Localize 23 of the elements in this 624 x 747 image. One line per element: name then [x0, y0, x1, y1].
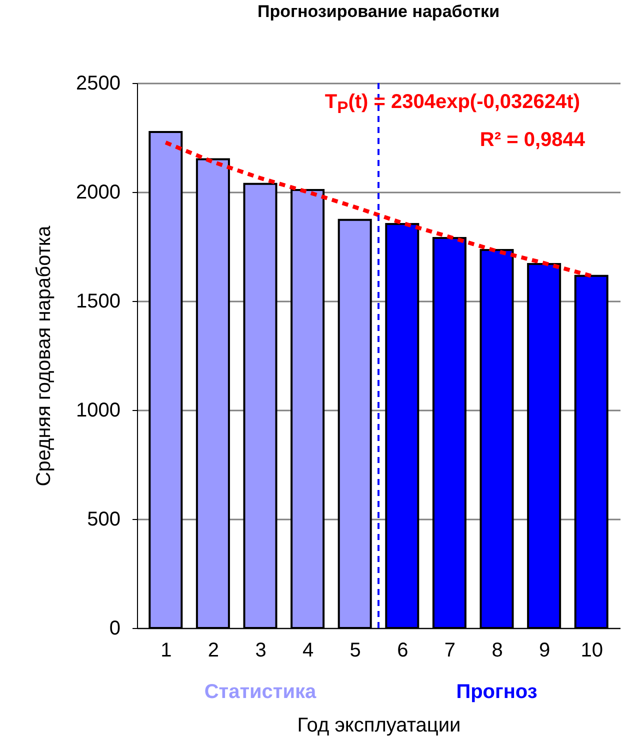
x-tick-label: 6 [397, 640, 408, 662]
y-tick-label: 1000 [76, 400, 120, 422]
y-tick-label: 2000 [76, 182, 120, 204]
annotation: R² = 0,9844 [480, 129, 585, 152]
y-tick-label: 1500 [76, 290, 120, 312]
y-tick-label: 2500 [76, 72, 120, 94]
x-tick-label: 8 [492, 640, 503, 662]
x-tick-label: 7 [444, 640, 456, 662]
x-tick-label: 2 [208, 640, 220, 662]
y-tick-label: 0 [109, 618, 120, 640]
x-tick-label: 10 [580, 640, 603, 662]
x-tick-label: 3 [255, 640, 266, 662]
annotation: T$_{P}$(t) = 2304exp(-0,032624t) [324, 91, 580, 118]
x-tick-label: 1 [160, 640, 172, 662]
y-tick-label: 500 [87, 508, 120, 530]
y-axis-title: Средняя годовая наработка [33, 224, 56, 486]
text: Прогноз [456, 681, 538, 704]
x-tick-label: 5 [350, 640, 361, 662]
x-tick-label: 9 [538, 640, 550, 662]
chart-title: Прогнозирование наработки [257, 2, 500, 21]
x-axis-title: Год эксплуатации [297, 714, 461, 736]
x-tick-label: 4 [302, 640, 314, 662]
text: Статистика [204, 681, 316, 704]
